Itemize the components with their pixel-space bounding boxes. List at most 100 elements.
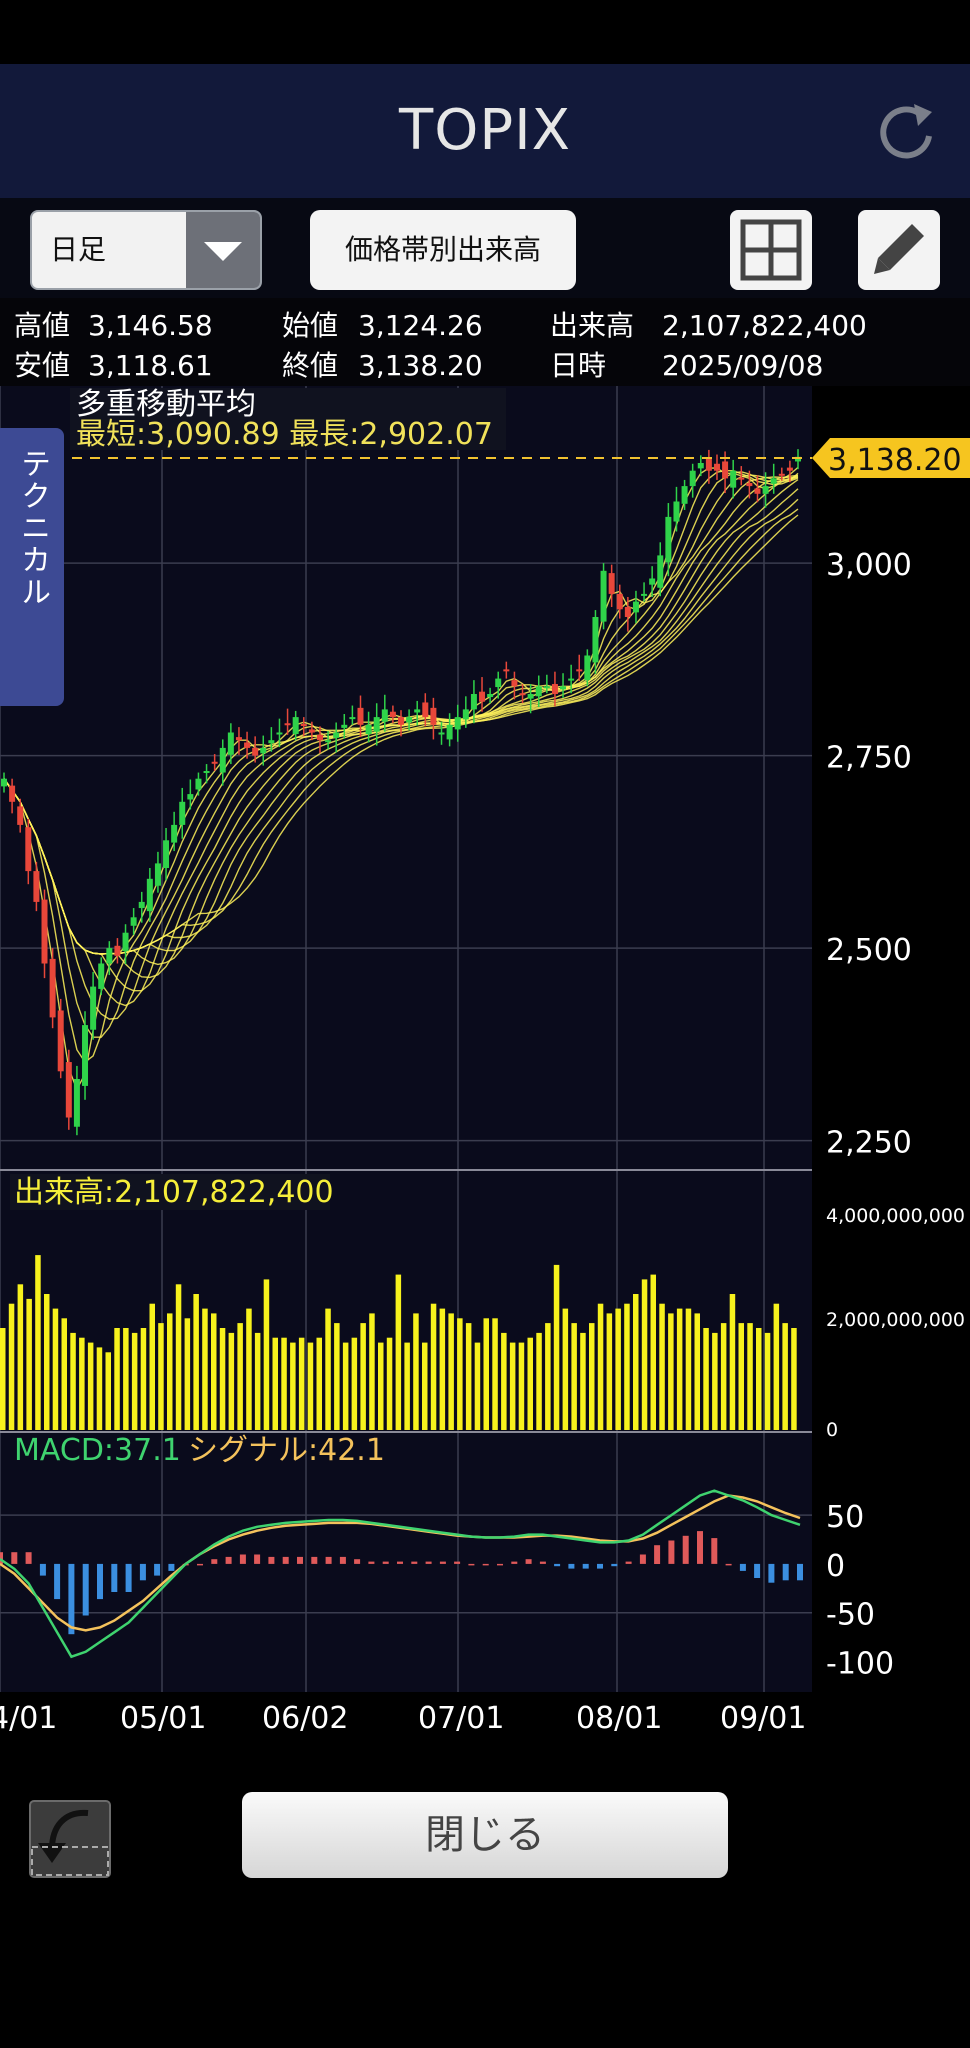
macd-hist-bar bbox=[382, 1561, 389, 1564]
macd-hist-bar bbox=[211, 1559, 218, 1564]
technical-tab[interactable]: テクニカル bbox=[0, 428, 64, 706]
candle bbox=[632, 601, 639, 613]
stock-chart[interactable]: 4/01 05/01 06/02 07/01 08/01 09/01 3,000 2,750 2… bbox=[0, 386, 970, 1746]
volume-bar bbox=[738, 1323, 744, 1430]
volume-bar bbox=[70, 1332, 76, 1430]
volume-bar bbox=[527, 1337, 533, 1430]
technical-tab-label: テクニカル bbox=[15, 448, 50, 608]
volume-profile-button[interactable]: 価格帯別出来高 bbox=[310, 210, 576, 290]
candle bbox=[665, 516, 672, 563]
volume-tick-label: 2,000,000,000 bbox=[826, 1309, 965, 1331]
page-title: TOPIX bbox=[399, 98, 571, 163]
volume-bar bbox=[589, 1323, 595, 1430]
period-select[interactable]: 日足 bbox=[30, 210, 262, 290]
candle bbox=[438, 732, 445, 735]
refresh-icon[interactable] bbox=[872, 98, 942, 168]
candle bbox=[122, 932, 129, 952]
candle bbox=[786, 467, 793, 471]
macd-hist-bar bbox=[325, 1556, 332, 1564]
volume-bar bbox=[342, 1342, 349, 1430]
candle bbox=[414, 709, 421, 713]
draw-button[interactable] bbox=[858, 210, 940, 290]
volume-bar bbox=[633, 1294, 639, 1430]
volume-tick-label: 4,000,000,000 bbox=[826, 1205, 965, 1227]
candle bbox=[624, 606, 631, 617]
candle bbox=[746, 483, 753, 487]
macd-hist-bar bbox=[368, 1561, 375, 1564]
candle bbox=[9, 785, 16, 802]
candle bbox=[535, 686, 542, 697]
volume-bar bbox=[35, 1255, 41, 1430]
close-label: 終値 bbox=[282, 349, 339, 382]
back-button[interactable] bbox=[28, 1797, 112, 1881]
candle bbox=[292, 717, 299, 735]
open-label: 始値 bbox=[282, 309, 339, 342]
candle bbox=[560, 686, 567, 690]
volume-bar bbox=[193, 1294, 199, 1430]
macd-hist-bar bbox=[225, 1556, 232, 1564]
x-tick-label: 09/01 bbox=[720, 1701, 806, 1736]
macd-tick-label: -50 bbox=[826, 1598, 875, 1633]
macd-hist-bar bbox=[354, 1559, 361, 1564]
candle bbox=[57, 1010, 64, 1072]
macd-hist-bar bbox=[154, 1563, 161, 1576]
volume-bar bbox=[650, 1274, 656, 1430]
high-label: 高値 bbox=[14, 309, 71, 342]
macd-tick-label: -100 bbox=[826, 1647, 894, 1682]
candle bbox=[73, 1079, 80, 1127]
macd-hist-bar bbox=[497, 1563, 503, 1566]
candle bbox=[576, 669, 583, 672]
volume-bar bbox=[773, 1303, 780, 1430]
volume-bar bbox=[272, 1337, 278, 1430]
price-tag-label: 3,138.20 bbox=[828, 443, 962, 478]
macd-hist-bar bbox=[254, 1554, 261, 1564]
candle bbox=[41, 899, 48, 964]
volume-bar bbox=[448, 1313, 454, 1430]
candle bbox=[235, 737, 242, 741]
candle bbox=[641, 593, 648, 596]
volume-bar bbox=[378, 1342, 384, 1430]
macd-hist-bar bbox=[454, 1561, 461, 1564]
candle bbox=[114, 945, 121, 956]
candle bbox=[738, 477, 745, 480]
close-button[interactable]: 閉じる bbox=[242, 1792, 728, 1878]
candle bbox=[568, 678, 575, 681]
layout-grid-button[interactable] bbox=[730, 210, 812, 290]
macd-hist-bar bbox=[439, 1561, 446, 1564]
macd-hist-bar bbox=[311, 1556, 318, 1564]
volume-bar bbox=[580, 1332, 586, 1430]
candle bbox=[284, 723, 291, 726]
volume-bar bbox=[624, 1303, 630, 1430]
macd-line bbox=[0, 1489, 801, 1659]
macd-hist-bar bbox=[639, 1554, 646, 1564]
candle bbox=[195, 778, 202, 790]
volume-bar bbox=[149, 1303, 155, 1430]
macd-hist-bar bbox=[682, 1535, 689, 1564]
ma-title: 多重移動平均 bbox=[76, 387, 256, 422]
candle bbox=[130, 917, 137, 926]
candle bbox=[722, 461, 729, 479]
volume-bar bbox=[615, 1308, 621, 1430]
candle bbox=[406, 717, 413, 723]
candle bbox=[187, 794, 194, 800]
volume-bar bbox=[167, 1313, 173, 1430]
volume-bar bbox=[422, 1342, 428, 1430]
open-value: 3,124.26 bbox=[358, 309, 483, 342]
candle bbox=[1, 778, 7, 787]
high-value: 3,146.58 bbox=[88, 309, 213, 342]
volume-bar bbox=[720, 1323, 727, 1430]
macd-label: MACD:37.1 bbox=[14, 1433, 181, 1468]
axis-labels: 4/01 05/01 06/02 07/01 08/01 09/01 3,000 2,750 2… bbox=[0, 548, 965, 1736]
y-tick-label: 2,250 bbox=[826, 1126, 912, 1161]
candle bbox=[681, 486, 688, 504]
volume-bar bbox=[17, 1284, 24, 1430]
volume-bar bbox=[0, 1328, 6, 1430]
volume-bar bbox=[61, 1318, 67, 1430]
macd-hist-bar bbox=[739, 1563, 746, 1571]
volume-bar bbox=[465, 1323, 472, 1430]
macd-tick-label: 50 bbox=[826, 1500, 864, 1535]
volume-bar bbox=[474, 1342, 481, 1430]
candle bbox=[357, 707, 364, 725]
candle bbox=[252, 747, 259, 756]
x-tick-label: 06/02 bbox=[262, 1701, 348, 1736]
